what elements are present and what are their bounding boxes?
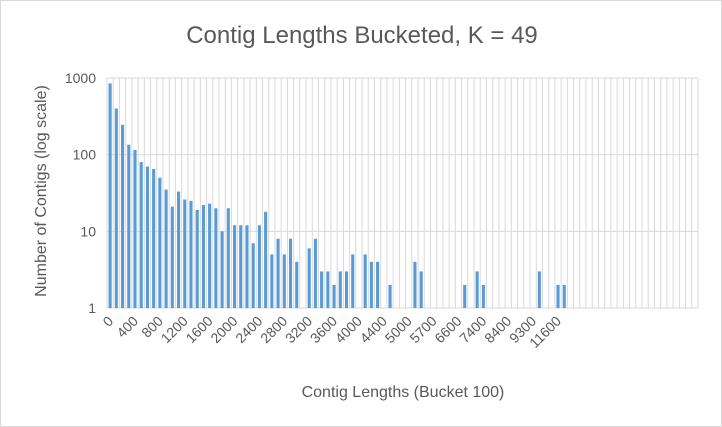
bar-6100 bbox=[475, 271, 479, 308]
bar-4100 bbox=[363, 254, 367, 308]
bar-6200 bbox=[481, 284, 485, 308]
y-tick-label: 1 bbox=[88, 300, 96, 316]
x-tick-label: 3600 bbox=[307, 313, 340, 346]
x-tick-label: 1600 bbox=[182, 313, 215, 346]
bar-1300 bbox=[189, 200, 193, 308]
bar-600 bbox=[145, 166, 149, 308]
x-tick-label: 1200 bbox=[158, 313, 191, 346]
x-tick-label: 2400 bbox=[232, 313, 265, 346]
x-tick-label: 3200 bbox=[282, 313, 315, 346]
bar-3700 bbox=[338, 271, 342, 308]
x-tick-label: 0 bbox=[99, 313, 116, 330]
bar-2400 bbox=[257, 225, 261, 308]
bar-1100 bbox=[176, 191, 181, 308]
x-tick-label: 2800 bbox=[257, 313, 290, 346]
bar-1800 bbox=[220, 231, 224, 308]
bar-1000 bbox=[170, 206, 174, 308]
bar-5900 bbox=[463, 284, 467, 308]
x-tick-label: 4400 bbox=[357, 313, 390, 346]
bar-1600 bbox=[208, 203, 212, 308]
bar-400 bbox=[133, 150, 137, 308]
bar-2600 bbox=[270, 254, 274, 308]
x-tick-label: 5700 bbox=[406, 313, 439, 346]
bar-2000 bbox=[232, 225, 237, 308]
bar-3300 bbox=[313, 238, 317, 308]
chart-title: Contig Lengths Bucketed, K = 49 bbox=[186, 22, 538, 49]
bar-3500 bbox=[326, 271, 330, 308]
bar-1700 bbox=[214, 208, 218, 308]
bar-700 bbox=[152, 169, 156, 308]
bar-1400 bbox=[195, 209, 199, 308]
bar-200 bbox=[121, 124, 125, 308]
bar-1900 bbox=[226, 208, 230, 308]
x-tick-label: 7400 bbox=[456, 313, 489, 346]
bar-4200 bbox=[369, 261, 373, 308]
bar-3800 bbox=[344, 271, 349, 308]
bar-3400 bbox=[320, 271, 324, 308]
bar-3600 bbox=[332, 284, 336, 308]
x-tick-label: 5000 bbox=[381, 313, 414, 346]
bar-4500 bbox=[388, 284, 392, 308]
bar-100 bbox=[114, 108, 118, 308]
bar-5000 bbox=[413, 261, 417, 308]
x-tick-label: 6600 bbox=[431, 313, 464, 346]
bar-3000 bbox=[295, 261, 299, 308]
bar-0 bbox=[108, 83, 112, 308]
bar-2700 bbox=[276, 238, 280, 308]
bar-2300 bbox=[251, 243, 255, 308]
x-axis-ticks: 0400800120016002000240028003200360040004… bbox=[99, 313, 564, 351]
bar-1200 bbox=[183, 199, 187, 308]
gridlines bbox=[106, 77, 699, 309]
y-axis-title: Number of Contigs (log scale) bbox=[33, 85, 50, 297]
bar-800 bbox=[158, 177, 162, 308]
x-tick-label: 400 bbox=[113, 313, 141, 341]
bar-2100 bbox=[239, 225, 243, 308]
x-tick-label: 4000 bbox=[332, 313, 365, 346]
bar-2500 bbox=[264, 211, 268, 308]
bar-2200 bbox=[245, 225, 249, 308]
x-tick-label: 8400 bbox=[481, 313, 514, 346]
bar-3900 bbox=[351, 254, 355, 308]
y-axis-ticks: 1 10 100 1000 bbox=[65, 70, 96, 316]
bars bbox=[108, 83, 566, 308]
bar-2800 bbox=[282, 254, 286, 308]
y-tick-label: 10 bbox=[80, 223, 96, 239]
bar-300 bbox=[127, 144, 131, 308]
y-tick-label: 100 bbox=[73, 147, 97, 163]
bar-4300 bbox=[376, 261, 380, 308]
bar-7400 bbox=[537, 271, 541, 308]
x-tick-label: 2000 bbox=[207, 313, 240, 346]
bar-1500 bbox=[201, 205, 205, 308]
bar-8100 bbox=[562, 284, 566, 308]
bar-900 bbox=[164, 189, 168, 308]
y-tick-label: 1000 bbox=[65, 70, 96, 86]
x-axis-title: Contig Lengths (Bucket 100) bbox=[302, 384, 505, 401]
bar-500 bbox=[139, 162, 143, 308]
bar-2900 bbox=[288, 238, 293, 308]
bar-7700 bbox=[556, 284, 560, 308]
bar-5100 bbox=[419, 271, 423, 308]
bar-3200 bbox=[307, 248, 311, 308]
